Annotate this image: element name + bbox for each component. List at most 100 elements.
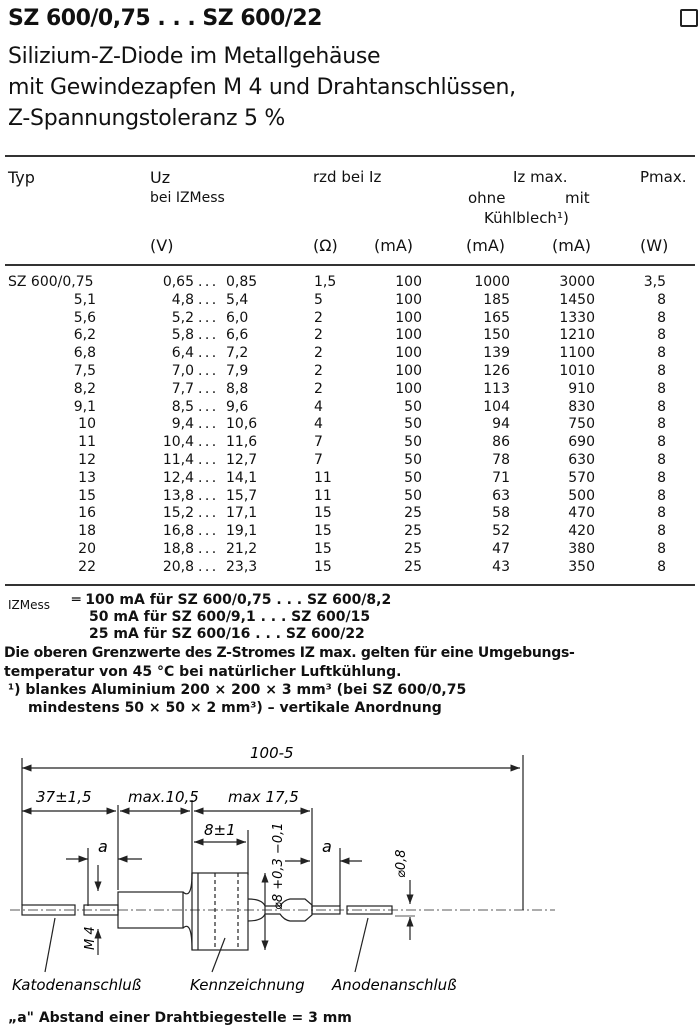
range-dots: . . . <box>198 291 216 308</box>
cell-rzd: 2 <box>314 380 323 397</box>
table-row: 9,1 8,5 9,6 4 50 104 830 8 . . . <box>0 399 700 417</box>
cell-typ: 9,1 <box>73 398 96 415</box>
table-row: 7,5 7,0 7,9 2 100 126 1010 8 . . . <box>0 363 700 381</box>
cell-mit: 750 <box>568 416 595 433</box>
cell-mit: 570 <box>568 469 595 486</box>
cell-rzd: 15 <box>314 523 332 540</box>
cell-pmax: 8 <box>657 505 666 522</box>
cell-uz-max: 0,85 <box>226 274 258 290</box>
cell-mit: 380 <box>568 541 595 557</box>
cell-ohne: 94 <box>492 416 510 433</box>
cell-uz-min: 6,4 <box>171 345 194 362</box>
cell-mit: 470 <box>568 505 595 522</box>
label-cathode: Katodenanschluß <box>12 976 141 994</box>
cell-uz-min: 4,8 <box>171 291 194 308</box>
cell-uz-max: 9,6 <box>226 398 249 415</box>
cell-ohne: 52 <box>492 523 510 540</box>
cell-mit: 350 <box>568 558 595 575</box>
cell-iz: 100 <box>395 380 422 397</box>
cell-uz-min: 16,8 <box>162 523 194 540</box>
checkbox[interactable] <box>680 9 698 27</box>
cell-iz: 50 <box>404 434 422 451</box>
cell-uz-max: 6,6 <box>226 327 249 344</box>
cell-typ: 5,6 <box>73 309 96 326</box>
range-dots: . . . <box>198 541 216 557</box>
footnote-1: ¹) blankes Aluminium 200 × 200 × 3 mm³ (… <box>8 682 467 698</box>
cell-mit: 3000 <box>559 274 595 290</box>
unit-ma-mit: (mA) <box>552 236 592 255</box>
range-dots: . . . <box>198 309 216 326</box>
unit-ma-iz: (mA) <box>374 236 414 255</box>
cell-mit: 500 <box>568 487 595 504</box>
unit-v: (V) <box>150 236 174 255</box>
range-dots: . . . <box>198 452 216 468</box>
dim-body-length: max 17,5 <box>228 788 299 806</box>
cell-pmax: 8 <box>657 327 666 344</box>
cell-uz-min: 7,0 <box>171 363 194 379</box>
cell-mit: 1330 <box>559 309 595 326</box>
range-dots: . . . <box>198 327 216 344</box>
subtitle-line-3: Z-Spannungstoleranz 5 % <box>8 106 285 131</box>
cell-typ: 15 <box>78 487 96 504</box>
cell-rzd: 4 <box>314 416 323 433</box>
footer-note: „a" Abstand einer Drahtbiegestelle = 3 m… <box>8 1010 352 1026</box>
cell-uz-max: 5,4 <box>226 291 249 308</box>
cell-ohne: 58 <box>492 505 510 522</box>
cell-rzd: 1,5 <box>314 274 337 290</box>
cell-typ: SZ 600/0,75 <box>8 274 94 290</box>
range-dots: . . . <box>198 380 216 397</box>
cell-typ: 20 <box>78 541 96 557</box>
col-header-rzd: rzd bei Iz <box>313 168 382 186</box>
cell-rzd: 4 <box>314 398 323 415</box>
cell-rzd: 15 <box>314 541 332 557</box>
cell-uz-min: 18,8 <box>162 541 194 557</box>
table-row: 12 11,4 12,7 7 50 78 630 8 . . . <box>0 452 700 470</box>
cell-uz-max: 15,7 <box>226 487 258 504</box>
cell-mit: 1100 <box>559 345 595 362</box>
range-dots: . . . <box>198 469 216 486</box>
cell-iz: 100 <box>395 274 422 290</box>
label-anode: Anodenanschluß <box>331 976 457 994</box>
page-title: SZ 600/0,75 . . . SZ 600/22 <box>8 6 322 31</box>
cell-mit: 1010 <box>559 363 595 379</box>
cell-uz-min: 5,8 <box>171 327 194 344</box>
table-row: 22 20,8 23,3 15 25 43 350 8 . . . <box>0 559 700 577</box>
cell-rzd: 2 <box>314 363 323 379</box>
cell-pmax: 8 <box>657 469 666 486</box>
col-header-kuehlblech: Kühlblech¹) <box>484 209 569 227</box>
cell-ohne: 185 <box>483 291 510 308</box>
subtitle-line-1: Silizium-Z-Diode im Metallgehäuse <box>8 44 381 69</box>
cell-typ: 10 <box>78 416 96 433</box>
cell-pmax: 8 <box>657 434 666 451</box>
cell-typ: 13 <box>78 469 96 486</box>
col-header-pmax: Pmax. <box>640 168 687 186</box>
table-row: 6,2 5,8 6,6 2 100 150 1210 8 . . . <box>0 327 700 345</box>
cell-uz-max: 19,1 <box>226 523 258 540</box>
cell-iz: 25 <box>404 558 422 575</box>
izmess-label: IZMess <box>8 598 50 612</box>
table-row: 10 9,4 10,6 4 50 94 750 8 . . . <box>0 416 700 434</box>
table-row: 8,2 7,7 8,8 2 100 113 910 8 . . . <box>0 381 700 399</box>
dim-wire-length: 37±1,5 <box>36 788 92 806</box>
cell-iz: 50 <box>404 487 422 504</box>
cell-rzd: 7 <box>314 434 323 451</box>
cell-rzd: 2 <box>314 327 323 344</box>
cell-uz-min: 5,2 <box>171 309 194 326</box>
cell-uz-min: 7,7 <box>171 380 194 397</box>
cell-uz-max: 7,2 <box>226 345 249 362</box>
cell-typ: 18 <box>78 523 96 540</box>
cell-uz-min: 20,8 <box>162 558 194 575</box>
range-dots: . . . <box>198 398 216 415</box>
cell-ohne: 104 <box>483 398 510 415</box>
table-row: 13 12,4 14,1 11 50 71 570 8 . . . <box>0 470 700 488</box>
cell-mit: 420 <box>568 523 595 540</box>
cell-uz-min: 13,8 <box>162 487 194 504</box>
cell-iz: 50 <box>404 416 422 433</box>
cell-ohne: 47 <box>492 541 510 557</box>
cell-rzd: 11 <box>314 469 332 486</box>
cell-ohne: 71 <box>492 469 510 486</box>
cell-typ: 6,8 <box>73 345 96 362</box>
range-dots: . . . <box>198 487 216 504</box>
cell-uz-max: 14,1 <box>226 469 258 486</box>
cell-ohne: 139 <box>483 345 510 362</box>
